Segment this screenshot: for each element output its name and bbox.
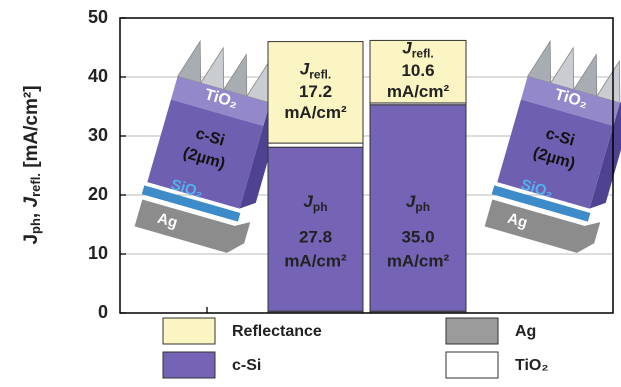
legend-swatch (162, 317, 216, 345)
y-label-part: J (21, 197, 42, 208)
value-unit: mA/cm² (387, 82, 450, 101)
value-unit: mA/cm² (284, 251, 347, 270)
label-main: J (303, 192, 313, 211)
sio2-layer (491, 185, 591, 222)
illustration-label: Ag (505, 210, 529, 232)
legend-swatch (162, 351, 216, 379)
csi-layer (147, 99, 264, 209)
y-tick-label: 50 (88, 7, 108, 27)
sio2-layer (141, 185, 241, 222)
pyramid (596, 59, 621, 104)
y-label-part: ph (28, 218, 43, 234)
label-main: J (402, 39, 412, 58)
value-label: 27.8 (299, 227, 332, 246)
segment-label: Jph (406, 192, 430, 214)
value-unit: mA/cm² (284, 103, 347, 122)
y-label-part: , (21, 208, 42, 219)
bar-segment (369, 104, 467, 312)
tio2-layer (170, 76, 270, 126)
plot-frame (119, 17, 614, 314)
y-label-part: J (21, 234, 42, 245)
legend-swatch (445, 317, 499, 345)
value-label: 17.2 (299, 82, 332, 101)
bar-segment (267, 142, 364, 148)
label-main: J (300, 60, 310, 79)
legend-label: c-Si (232, 357, 261, 374)
tio2-layer (520, 76, 620, 126)
pyramid (200, 46, 225, 91)
label-main: J (406, 192, 416, 211)
y-axis-label: Jph, Jrefl. [mA/cm²] (21, 85, 43, 244)
y-tick-label: 10 (88, 243, 108, 263)
pyramid (526, 39, 552, 84)
legend-swatch (445, 351, 499, 379)
label-sub: refl. (309, 68, 331, 82)
y-tick-label: 20 (88, 184, 108, 204)
illustration-label: Ag (155, 210, 179, 232)
legend-label: TiO₂ (515, 357, 548, 374)
y-label-part: refl. (28, 173, 43, 197)
label-sub: ph (415, 200, 430, 214)
segment-label: Jrefl. (300, 60, 331, 82)
segment-label: Jph (303, 192, 327, 214)
bar-segment (267, 146, 364, 312)
y-tick-label: 40 (88, 66, 108, 86)
ag-layer (484, 199, 601, 253)
value-label: 10.6 (401, 61, 434, 80)
label-sub: refl. (412, 47, 434, 61)
y-tick-label: 30 (88, 125, 108, 145)
ag-layer (134, 199, 251, 253)
bar-segment (267, 41, 364, 144)
label-sub: ph (313, 200, 328, 214)
legend-label: Reflectance (232, 323, 322, 340)
value-label: 35.0 (401, 227, 434, 246)
bar-segment (369, 39, 467, 104)
csi-layer (497, 99, 614, 209)
value-unit: mA/cm² (387, 251, 450, 270)
y-label-part: [mA/cm²] (21, 85, 42, 173)
legend-label: Ag (515, 323, 536, 340)
segment-label: Jrefl. (402, 39, 433, 61)
y-tick-label: 0 (98, 302, 108, 322)
